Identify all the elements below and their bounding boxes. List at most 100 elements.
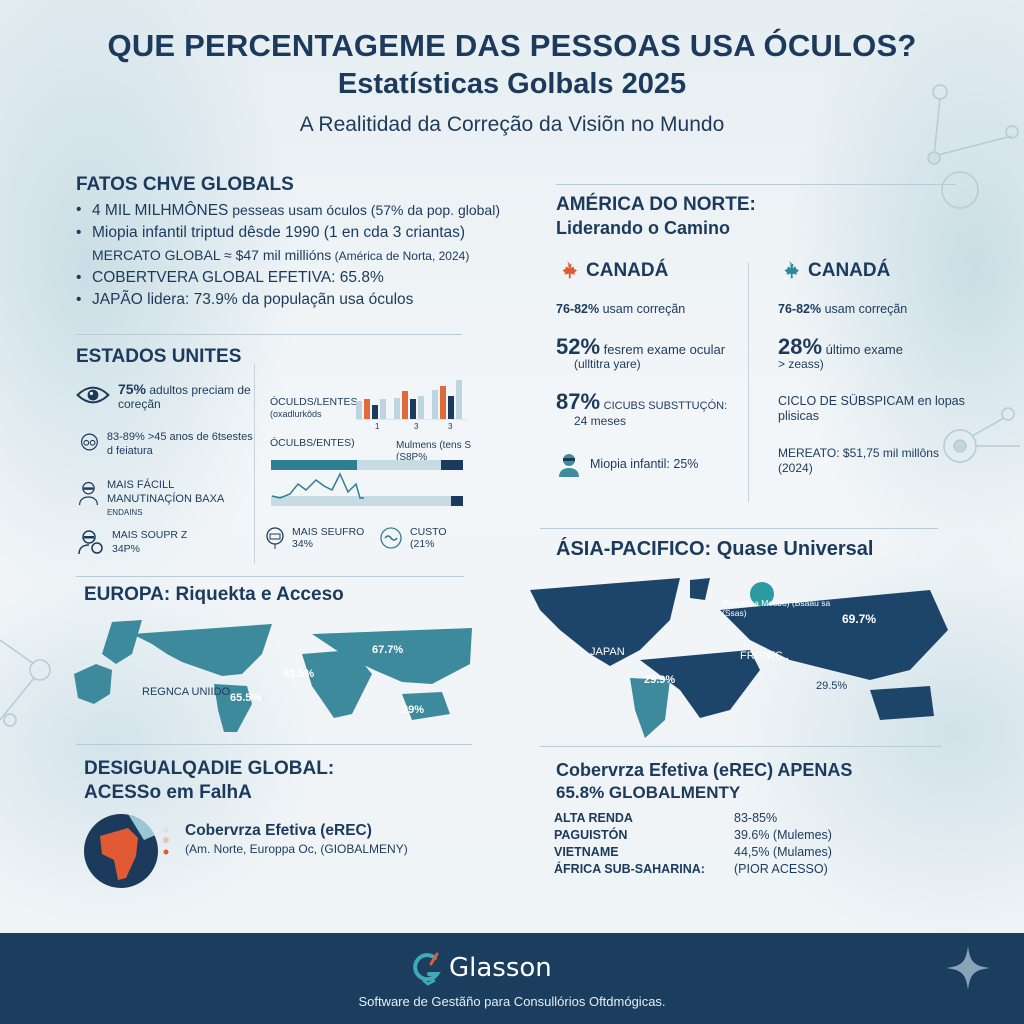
map-label: 67.7% [372,644,404,656]
progress-bar [271,460,463,470]
bar [402,391,408,419]
bar [394,398,400,419]
fact-text: (1 en cda 3 criantas) [319,224,466,241]
fact-strong: MERCATO GLOBAL ≈ $47 mil millións [92,247,332,263]
stat-label: MAIS SEUFRO [292,526,365,538]
bar-group [394,391,424,419]
bar-group [356,399,386,419]
stat-market: MEREATO: $51,75 mil millôns (2024) [778,446,939,475]
stat-label: CUSTO [410,526,447,538]
key-fact-item: COBERTVERA GLOBAL EFETIVA: 65.8% [76,267,536,289]
row-value: 83-85% [734,811,778,825]
usa-stat-item: 75% adultos preciam de coreçãn [76,382,256,411]
map-label: 29.9% [644,674,676,686]
table-row: PAGUISTÓN 39.6% (Mulemes) [554,827,832,844]
row-key: VIETNAME [554,845,619,859]
bar [356,401,362,419]
stat-subtext: ENDAINS [106,508,143,517]
key-fact-item: JAPÃO lidera: 73.9% da populaçãn usa ócu… [76,289,536,311]
row-key: ALTA RENDA [554,811,633,825]
stat-usage: 76-82% usam correçãn [778,302,968,317]
progress-bar [271,496,463,506]
country-header: CANADÁ [556,260,746,282]
page-title-secondary: Estatísticas Golbals 2025 [337,68,687,100]
stat-value: 34% [292,538,314,550]
row-value: 39.6% (Mulemes) [734,828,832,842]
key-facts-section: FATOS CHVE GLOBALS 4 MIL MILHMÔNES pesse… [76,174,536,311]
table-row: VIETNAME 44,5% (Mulames) [554,844,832,861]
progress-end [451,496,463,506]
chart-label: ÓCULDS/LENTES (oxadlurkôds [270,396,358,420]
map-label: REGNCA UNIIDO [142,686,231,698]
map-label: JAPAN [590,646,625,658]
bar [380,399,386,419]
row-value: (PIOR ACESSO) [734,862,828,876]
stat-text: usam correçãn [824,302,908,316]
stat-value: (21% [410,538,435,550]
north-america-subtitle: Liderando o Camino [556,218,731,238]
world-map-asia [530,578,948,738]
stat-value: 76-82% [556,302,600,316]
maple-leaf-icon [562,260,578,279]
eye-icon [76,386,110,404]
stat-subtext: 24 meses [574,414,627,428]
section-divider [540,746,942,747]
usa-safer-stat: MAIS SEUFRO 34% [266,526,364,550]
table-row: ÁFRICA SUB-SAHARINA: (PIOR ACESSO) [554,861,832,878]
map-label: 65.5% [230,692,262,704]
chart-label: ÓCULBS/ENTES) [270,437,355,449]
bar [418,396,424,419]
chart-label-subtext: (S8P% [396,452,428,463]
section-divider [76,334,462,335]
world-map-europe [74,620,472,732]
x-tick: 1 [375,422,380,431]
stat-replacement: 87% CICUBS SUBSTTUÇÓN: 24 meses [556,391,746,429]
inequality-section: DESIGUALQADIE GLOBAL: ACESSo em FalhA [84,758,334,804]
coverage-section: Cobervrza Efetiva (eREC) APENAS 65.8% GL… [556,760,852,803]
inequality-subtitle: ACESSo em FalhA [84,782,252,803]
footer [0,933,1024,1024]
map-label: (Nacaboa Mesbo) (Bsaau sa (Ssas) [722,598,831,618]
stat-text: MAIS FÁCILL MANUTINAÇÍON BAXA ENDAINS [107,478,258,520]
inequality-title: DESIGUALQADIE GLOBAL: [84,758,335,779]
stat-text: CICUBS SUBSTTUÇÓN: [603,400,728,412]
stat-usage: 76-82% usam correçãn [556,302,746,317]
page-subtitle: A Realitidad da Correção da Visiõn no Mu… [299,113,725,136]
stat-text: último exame [825,342,903,357]
child-glasses-icon [559,454,579,477]
section-divider [76,744,472,745]
column-separator [254,364,255,564]
stat-myopia: Miopia infantil: 25% [556,451,746,477]
coverage-title: Cobervrza Efetiva (eREC) APENAS [556,760,853,780]
chart-label: Mulmens (tens S (S8P% [396,440,471,464]
fact-strong: 4 MIL MILHMÔNES [92,202,229,219]
stat-value: 28% [778,334,823,359]
usa-stat-item: MAIS FÁCILL MANUTINAÇÍON BAXA ENDAINS [78,478,258,520]
bar-group [432,380,462,419]
stat-value: 75% [117,381,146,397]
stat-subtext: (ulltitra yare) [574,357,641,371]
page-header: QUE PERCENTAGEME DAS PESSOAS USA ÓCULOS?… [0,28,1024,137]
europe-title: EUROPA: Riquekta e Acceso [84,584,344,605]
row-value: 44,5% (Mulames) [734,845,832,859]
fact-strong: Miopia infantil triptud dêsde 1990 [92,224,320,241]
bar [372,405,378,419]
section-divider [556,184,956,185]
key-fact-item: MERCATO GLOBAL ≈ $47 mil millións (Améri… [76,244,536,267]
brand-logo[interactable]: Glasson [413,950,552,986]
stat-text: adultos preciam de coreçãn [117,383,251,411]
bar [432,390,438,419]
sparkle-icon [946,946,990,990]
inequality-caption: Cobervrza Efetiva (eREC) (Am. Norte, Eur… [185,822,408,856]
country-name: CANADÁ [808,260,891,281]
stat-text: usam correçãn [602,302,686,316]
map-label: FRGN(C.. [740,650,789,662]
bar [410,399,416,419]
brand-tagline: Software de Gestãño para Consullórios Of… [358,994,666,1009]
bar [448,396,454,419]
usa-section: ESTADOS UNITES [76,346,241,368]
globe-africa-icon [84,814,158,888]
stat-text: fesrem exame ocular [603,342,726,357]
stat-text: MAIS SOUPR Z 34P% [112,528,187,556]
stat-value: 52% [556,334,601,359]
